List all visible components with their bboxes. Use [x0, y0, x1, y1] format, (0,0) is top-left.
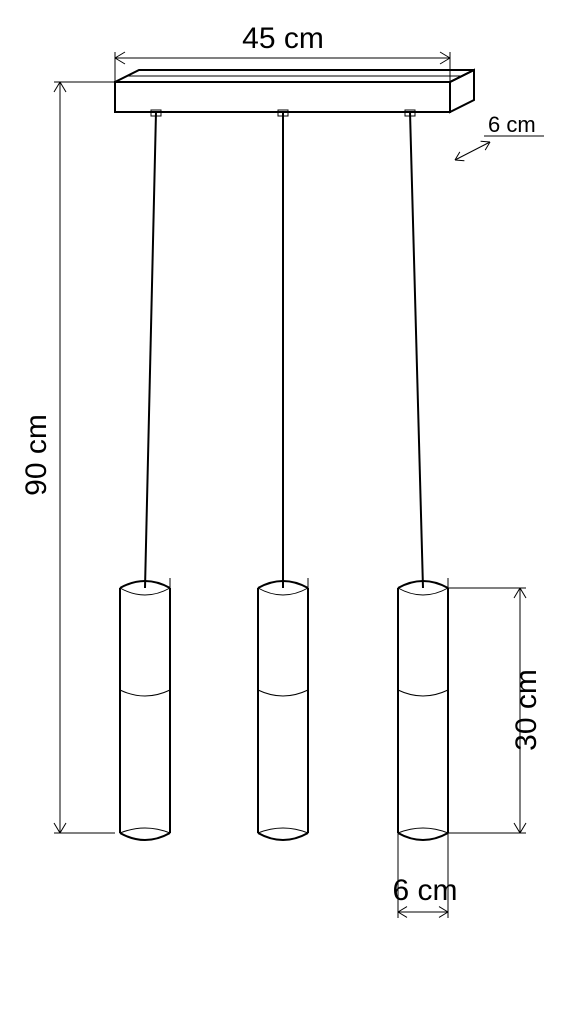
ceiling-bar [115, 70, 474, 116]
pendant-1 [120, 112, 170, 840]
dim-height-label: 90 cm [20, 414, 53, 496]
dim-depth: 6 cm [455, 112, 544, 161]
pendant-2 [258, 112, 308, 840]
pendant-3 [398, 112, 448, 840]
dim-width-label: 45 cm [242, 22, 324, 55]
dim-width: 45 cm [115, 22, 450, 82]
dim-shade-height: 30 cm [448, 588, 543, 833]
dim-shade-diameter: 6 cm [392, 833, 457, 918]
dim-shade-diameter-label: 6 cm [392, 874, 457, 907]
dim-shade-height-label: 30 cm [510, 669, 543, 751]
dim-height: 90 cm [20, 82, 115, 833]
dim-depth-label: 6 cm [488, 112, 536, 137]
